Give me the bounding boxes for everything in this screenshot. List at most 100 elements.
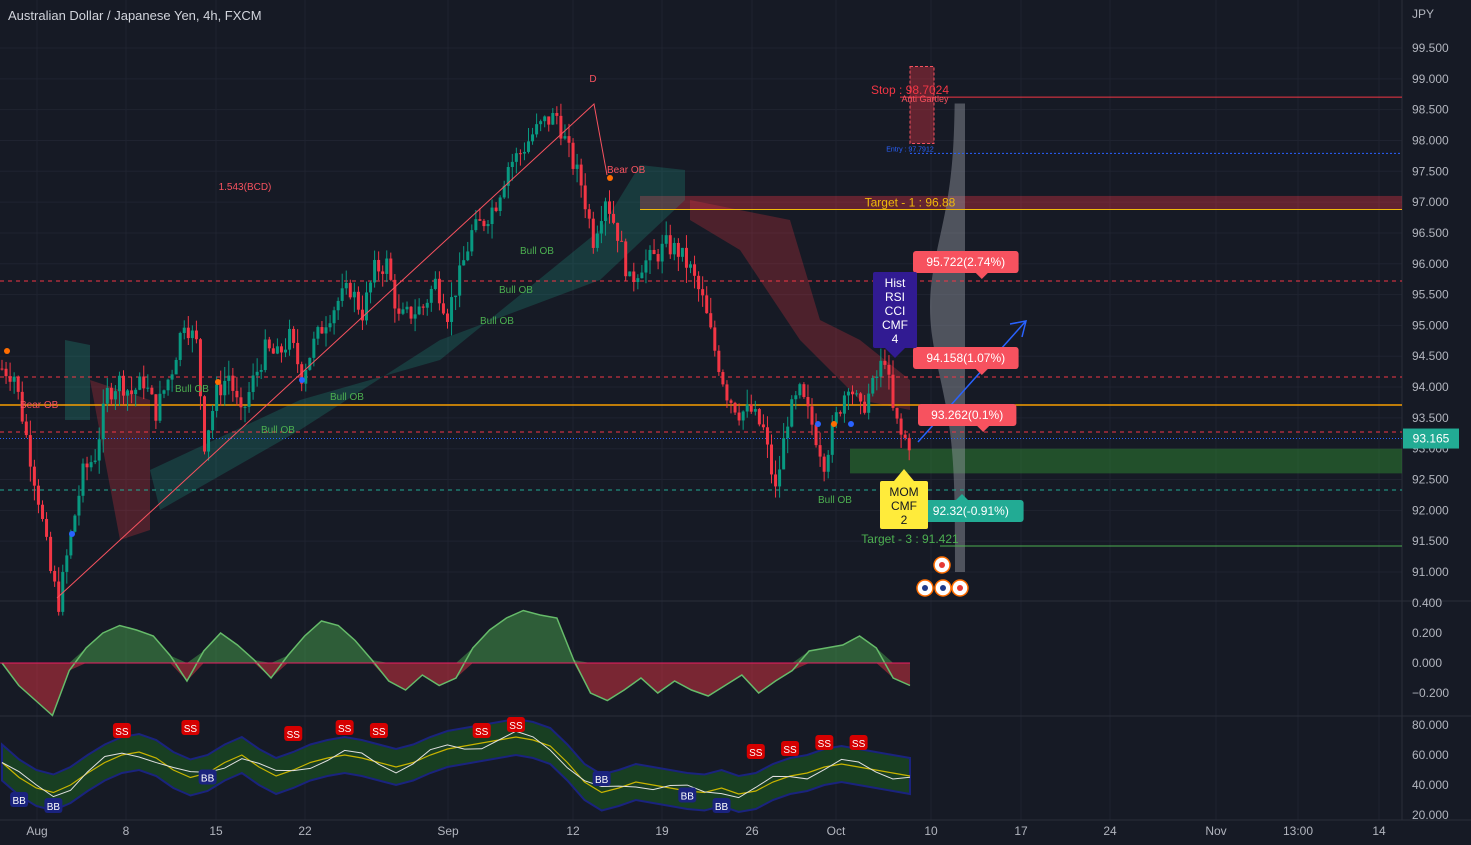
candle-body (547, 116, 551, 125)
candle-body (498, 197, 502, 211)
candle-body (810, 406, 814, 425)
candle-body (644, 260, 648, 273)
price-label-pointer (977, 426, 990, 432)
candle-body (786, 426, 790, 439)
candle-body (745, 404, 749, 412)
candle-body (178, 333, 182, 360)
osc2-tick-label: 80.000 (1412, 718, 1449, 732)
signal-box-pointer (885, 348, 905, 358)
time-axis[interactable]: Aug 8 15 22 Sep 12 19 26 Oct 10 17 24 Nov 13:00 14 (26, 824, 1386, 838)
candle-body (304, 369, 308, 384)
price-label-box (918, 404, 1017, 426)
candle-body (539, 121, 543, 125)
osc2-tag-text: BB (681, 792, 695, 803)
candle-body (239, 397, 243, 408)
candle-body (474, 219, 478, 231)
candle-body (385, 258, 389, 274)
candle-body (203, 396, 206, 452)
bull-ob-label: Bull OB (499, 285, 533, 296)
candle-body (883, 360, 887, 365)
candle-body (522, 151, 526, 154)
candle-body (462, 260, 466, 266)
candle-body (344, 282, 348, 289)
price-tick-label: 91.000 (1412, 565, 1449, 579)
signal-box-text: CCI (885, 304, 906, 318)
signal-dot (69, 531, 75, 537)
candle-body (267, 339, 271, 349)
last-price-text: 93.165 (1413, 432, 1450, 446)
candle-body (360, 309, 364, 321)
candle-body (45, 518, 49, 537)
candle-body (778, 469, 782, 487)
candle-body (336, 300, 340, 311)
candle-body (97, 439, 101, 461)
candle-body (377, 259, 381, 272)
candle-body (215, 384, 219, 411)
candle-body (774, 474, 778, 487)
candle-body (231, 375, 235, 391)
candle-body (798, 384, 802, 396)
candle-body (891, 374, 895, 408)
candle-body (101, 403, 105, 440)
bear-ob-label: Bear OB (607, 165, 646, 176)
candle-body (855, 393, 859, 395)
candle-body (867, 393, 871, 413)
candle-body (174, 359, 178, 375)
target-level-label: Stop : 98.7024 (871, 83, 949, 97)
candle-body (93, 460, 97, 463)
candle-body (595, 233, 599, 248)
target-level-label: Target - 3 : 91.421 (861, 532, 959, 546)
time-tick-label: 14 (1372, 824, 1386, 838)
candle-body (782, 438, 786, 470)
candle-body (733, 402, 737, 413)
candle-body (510, 161, 514, 168)
candle-body (603, 201, 607, 222)
price-tick-label: 96.500 (1412, 226, 1449, 240)
level-lines: Stop : 98.7024 Entry : 97.7912 Target - 1 … (0, 83, 1402, 547)
osc2-tag-text: SS (287, 730, 301, 741)
time-tick-label: 22 (298, 824, 312, 838)
candle-body (53, 570, 57, 582)
chart-title: Australian Dollar / Japanese Yen, 4h, FX… (8, 8, 262, 23)
osc2-tag-text: SS (783, 745, 797, 756)
price-axis[interactable]: 99.500 99.000 98.500 98.000 97.500 97.000 96.5… (1403, 7, 1459, 579)
candle-body (352, 291, 356, 298)
time-tick-label: Oct (827, 824, 846, 838)
candle-body (551, 113, 555, 125)
osc1-positive-area (2, 610, 910, 663)
last-price-tag (1403, 428, 1459, 449)
economic-event-icon-dot (957, 585, 963, 591)
time-tick-label: 17 (1014, 824, 1028, 838)
candle-body (219, 384, 223, 396)
candle-body (818, 445, 822, 457)
candle-body (725, 384, 729, 401)
candle-body (608, 201, 611, 214)
candle-body (89, 462, 93, 468)
time-tick-label: 10 (924, 824, 938, 838)
oscillator-pane-2: 80.000 60.000 40.000 20.000 BB BB SS SS BB SS SS SS… (0, 717, 1449, 822)
candle-body (612, 213, 616, 223)
price-label-text: 92.32(-0.91%) (933, 504, 1009, 518)
signal-box-text: CMF (882, 318, 908, 332)
projection-arrowhead (1009, 320, 1028, 338)
time-tick-label: 26 (745, 824, 759, 838)
osc2-tick-label: 60.000 (1412, 748, 1449, 762)
candle-body (838, 412, 842, 414)
candle-body (741, 411, 745, 421)
candle-body (826, 454, 830, 472)
economic-event-icon-dot (940, 585, 946, 591)
candle-body (648, 249, 652, 261)
candle-body (20, 391, 24, 422)
osc2-tag-box (678, 787, 697, 803)
osc2-tag-box (472, 723, 491, 738)
osc2-tag-text: SS (184, 724, 198, 735)
oscillator-pane-1: 0.400 0.200 0.000 −0.200 (0, 596, 1449, 717)
osc2-tag-text: BB (715, 802, 729, 813)
osc2-tag-text: BB (12, 796, 26, 807)
bull-ob-label: Bull OB (261, 425, 295, 436)
candle-body (255, 371, 259, 376)
candle-body (656, 254, 660, 262)
time-tick-label: 8 (123, 824, 130, 838)
candle-body (207, 430, 211, 452)
